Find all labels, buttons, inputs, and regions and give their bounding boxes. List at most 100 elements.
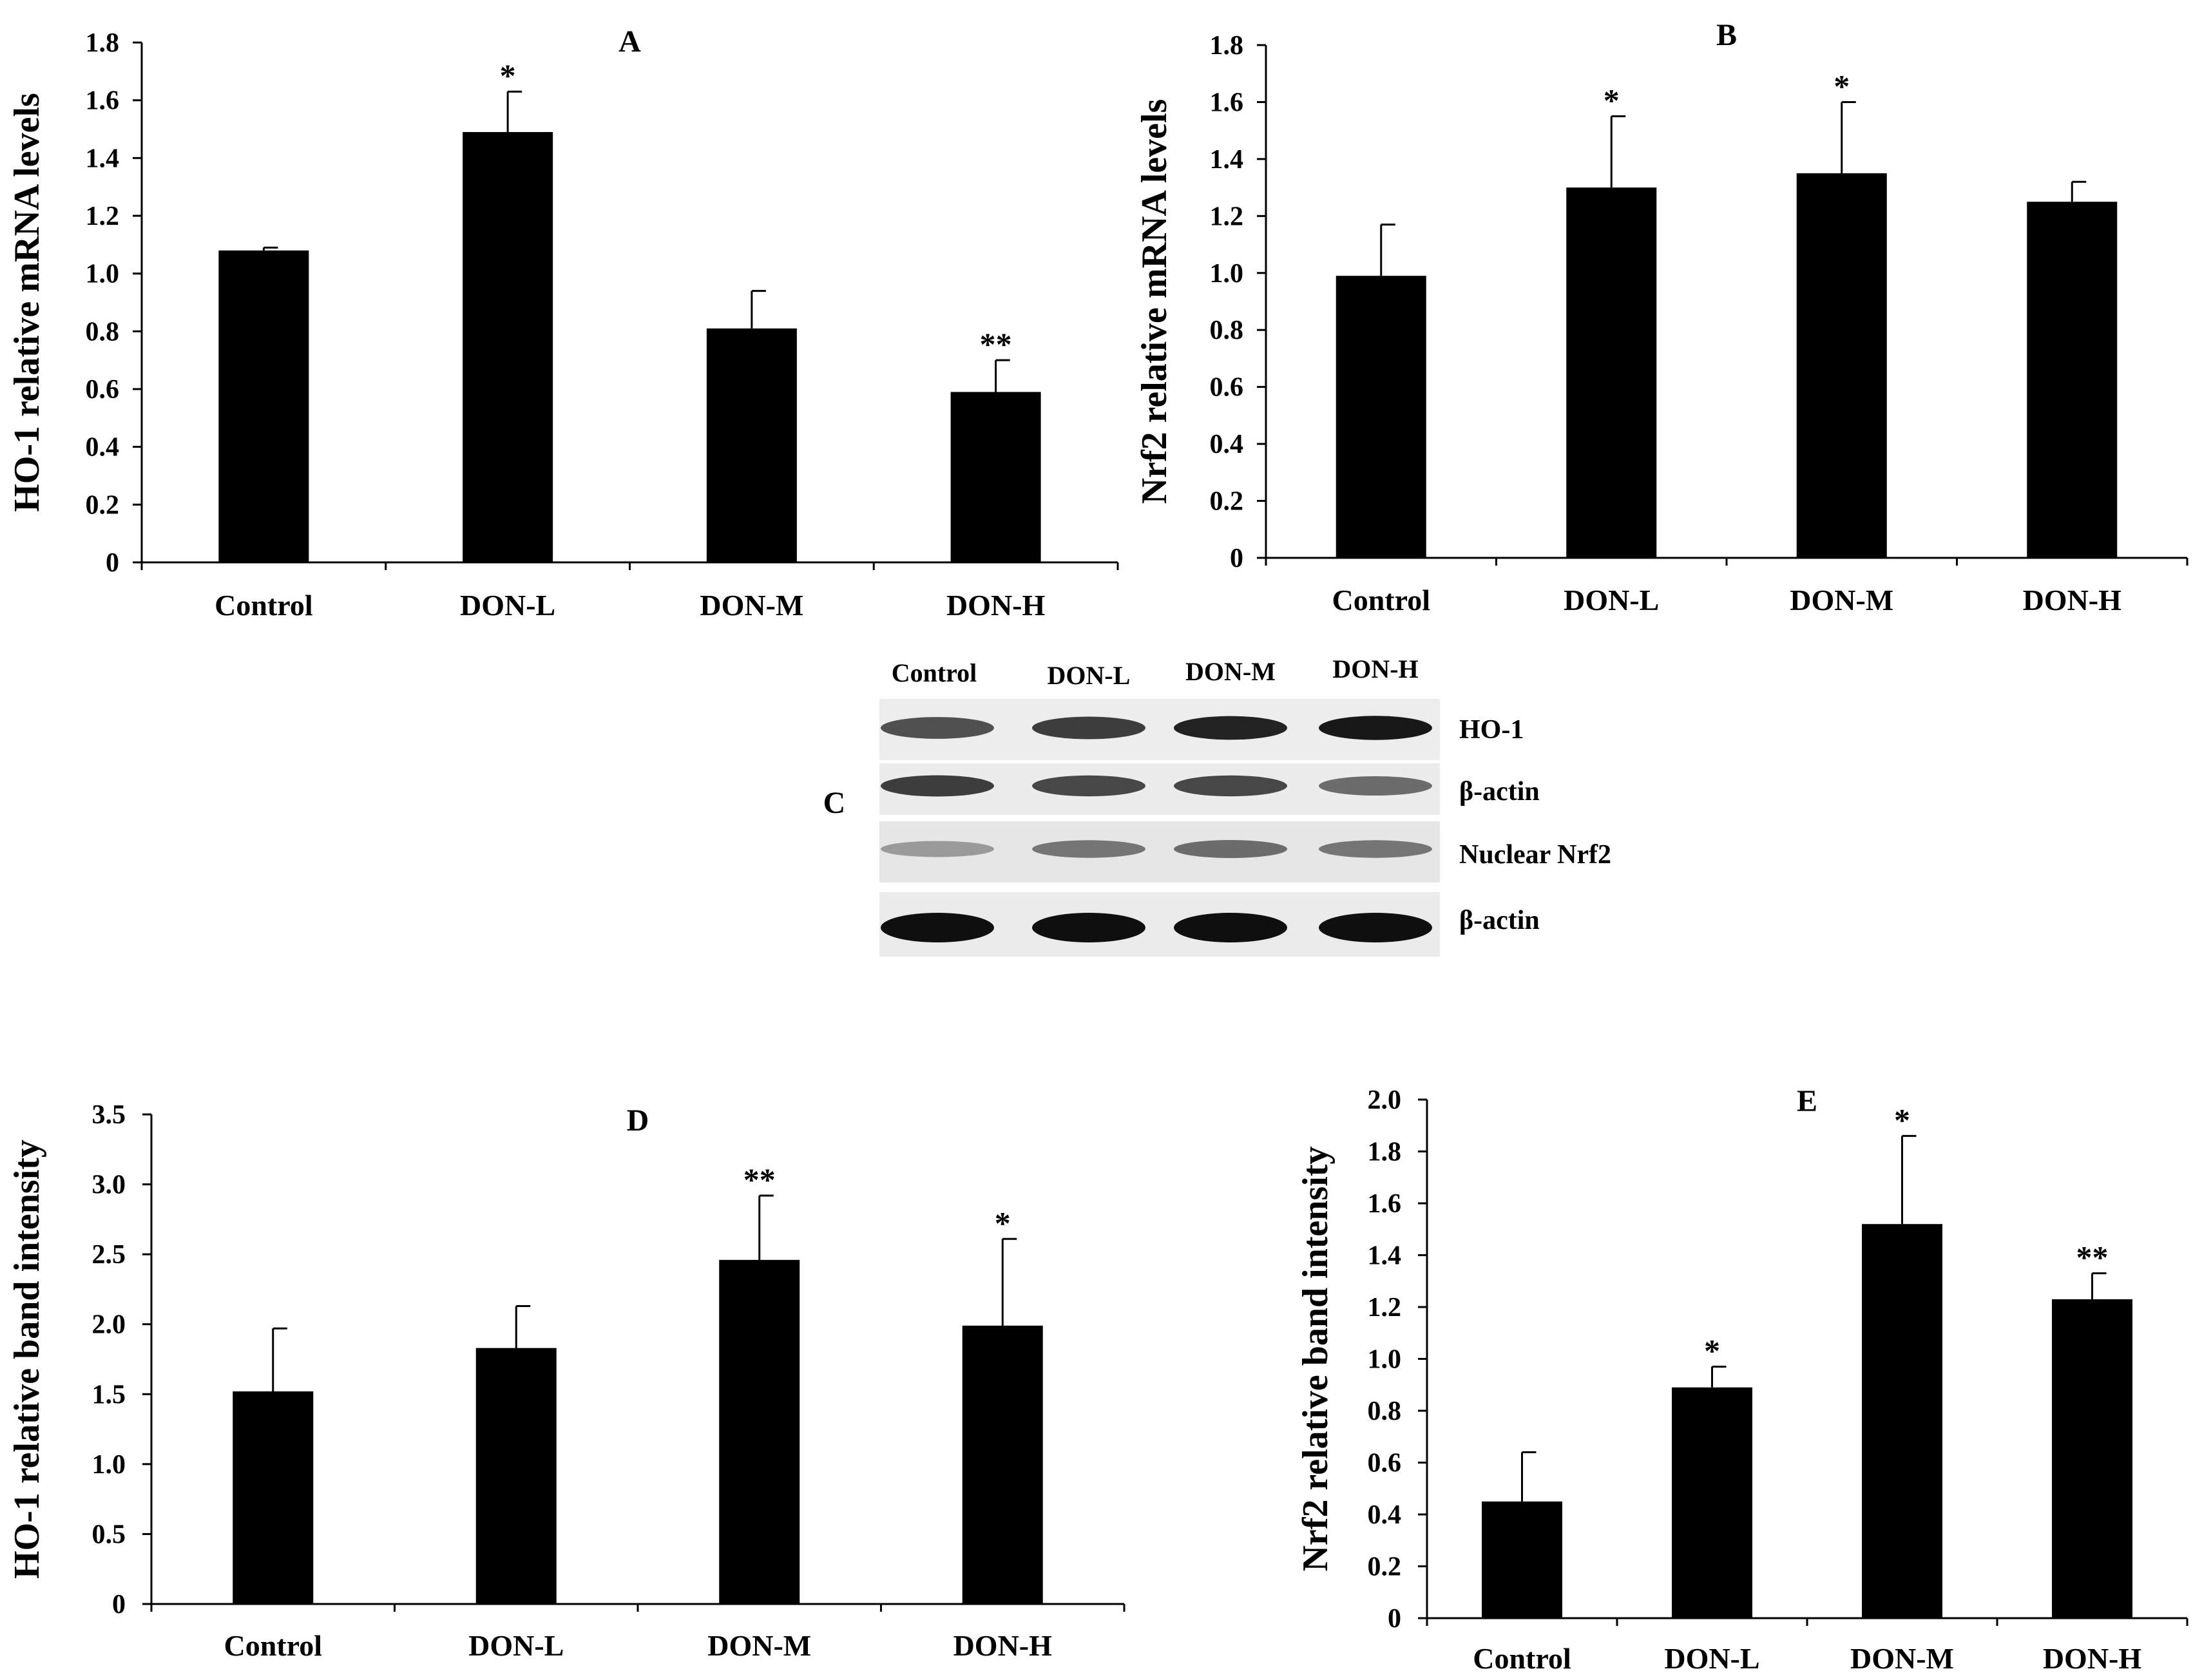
chart-panel-d: 0 0.5 1.0 1.5 2.0 2.5 3.0 3.5 Control DON-L ** DON-… — [7, 1100, 1125, 1662]
y-tick-label: 1.8 — [1210, 31, 1244, 61]
bar — [962, 1325, 1043, 1604]
y-tick-label: 1.5 — [92, 1380, 126, 1409]
chart-title: A — [618, 24, 641, 59]
x-category-label: DON-H — [2043, 1642, 2142, 1675]
y-tick-label: 0.2 — [86, 490, 120, 520]
significance-marker: * — [1604, 82, 1620, 119]
y-tick-label: 0.8 — [86, 317, 120, 347]
x-category-label: DON-M — [1850, 1642, 1954, 1675]
blot-band — [1174, 716, 1287, 740]
y-tick-label: 0.2 — [1368, 1552, 1402, 1582]
y-tick-label: 1.0 — [1368, 1345, 1402, 1375]
y-tick-label: 0.6 — [1210, 373, 1244, 403]
y-tick-label: 1.8 — [86, 28, 120, 58]
y-tick-label: 1.0 — [1210, 259, 1244, 289]
blot-band — [1319, 840, 1432, 858]
y-axis-label: Nrf2 relative band intensity — [1296, 1146, 1336, 1571]
bar — [1482, 1501, 1562, 1618]
blot-lane-label: Control — [892, 658, 977, 687]
blot-band — [1319, 913, 1432, 942]
significance-marker: * — [995, 1205, 1011, 1241]
y-tick-label: 0 — [1388, 1604, 1401, 1634]
y-tick-label: 0.4 — [1368, 1500, 1402, 1530]
y-tick-label: 1.6 — [86, 86, 120, 116]
blot-band — [881, 913, 994, 942]
bar — [233, 1391, 314, 1604]
blot-band — [881, 841, 994, 857]
y-tick-label: 1.2 — [86, 202, 120, 231]
significance-marker: * — [1704, 1333, 1720, 1369]
blot-row-label: β-actin — [1459, 777, 1540, 807]
y-tick-label: 1.6 — [1368, 1189, 1402, 1219]
blot-band — [1319, 776, 1432, 796]
blot-band — [1174, 840, 1287, 858]
chart-panel-a: 0 0.2 0.4 0.6 0.8 1.0 1.2 1.4 1.6 1.8 Control * DON-… — [7, 24, 1119, 622]
blot-band — [1032, 775, 1145, 797]
bar — [2027, 202, 2118, 558]
bar — [1796, 173, 1887, 558]
x-category-label: DON-L — [468, 1629, 564, 1662]
bar — [1862, 1224, 1942, 1618]
y-tick-label: 0 — [106, 548, 119, 578]
blot-row-label: HO-1 — [1459, 715, 1524, 745]
y-tick-label: 0.8 — [1368, 1397, 1402, 1426]
blot-band — [1032, 716, 1145, 740]
y-tick-label: 1.4 — [1210, 145, 1244, 175]
blot-band — [881, 775, 994, 797]
x-category-label: Control — [1332, 584, 1431, 616]
y-tick-label: 1.2 — [1368, 1293, 1402, 1322]
chart-panel-b: 0 0.2 0.4 0.6 0.8 1.0 1.2 1.4 1.6 1.8 Control * DON-… — [1135, 18, 2188, 616]
x-category-label: Control — [1473, 1642, 1571, 1675]
y-tick-label: 0 — [1230, 544, 1243, 573]
y-tick-label: 0.5 — [92, 1520, 126, 1549]
y-tick-label: 3.5 — [92, 1100, 126, 1130]
y-tick-label: 2.0 — [1368, 1085, 1402, 1115]
blot-row-label: β-actin — [1459, 906, 1540, 935]
blot-band — [1032, 840, 1145, 858]
blot-band — [1174, 913, 1287, 942]
x-category-label: DON-M — [707, 1629, 811, 1662]
y-tick-label: 1.4 — [1368, 1241, 1402, 1271]
y-tick-label: 1.0 — [86, 260, 120, 289]
x-category-label: Control — [215, 589, 313, 622]
chart-title: B — [1716, 18, 1737, 52]
x-category-label: DON-M — [1790, 584, 1893, 616]
chart-panel-e: 0 0.2 0.4 0.6 0.8 1.0 1.2 1.4 1.6 1.8 2.0 Control * D… — [1296, 1084, 2188, 1675]
y-tick-label: 0 — [112, 1590, 126, 1619]
blot-band — [1174, 775, 1287, 797]
y-axis-label: Nrf2 relative mRNA levels — [1135, 99, 1174, 504]
blot-lane-label: DON-L — [1048, 661, 1131, 690]
y-tick-label: 0.4 — [1210, 430, 1244, 459]
y-tick-label: 2.5 — [92, 1240, 126, 1270]
western-blot-panel-c: C Control DON-L DON-M DON-H HO-1 β-actin… — [823, 654, 1611, 957]
y-tick-label: 0.2 — [1210, 487, 1244, 517]
significance-marker: ** — [743, 1161, 776, 1198]
x-category-label: DON-L — [460, 589, 555, 622]
y-tick-label: 0.6 — [1368, 1449, 1402, 1478]
bar — [475, 1348, 557, 1604]
significance-marker: * — [1834, 68, 1850, 104]
blot-row-label: Nuclear Nrf2 — [1459, 840, 1611, 870]
y-tick-label: 1.8 — [1368, 1138, 1402, 1167]
bar — [1566, 187, 1657, 558]
chart-title: E — [1797, 1084, 1817, 1118]
blot-band — [1319, 716, 1432, 740]
blot-bands — [881, 716, 1432, 942]
y-axis-label: HO-1 relative band intensity — [7, 1140, 47, 1579]
significance-marker: ** — [2076, 1239, 2109, 1275]
y-tick-label: 0.4 — [86, 433, 120, 463]
x-category-label: DON-L — [1664, 1642, 1759, 1675]
bar — [1336, 276, 1426, 558]
bar — [463, 131, 553, 562]
blot-lane-label: DON-M — [1185, 657, 1276, 686]
x-category-label: DON-L — [1564, 584, 1659, 616]
y-tick-label: 3.0 — [92, 1170, 126, 1200]
significance-marker: * — [500, 57, 516, 93]
y-tick-label: 0.6 — [86, 375, 120, 405]
bar — [2052, 1299, 2132, 1618]
bar — [218, 250, 309, 562]
y-tick-label: 1.6 — [1210, 88, 1244, 117]
y-tick-label: 1.4 — [86, 144, 120, 173]
x-category-label: DON-M — [700, 589, 803, 622]
